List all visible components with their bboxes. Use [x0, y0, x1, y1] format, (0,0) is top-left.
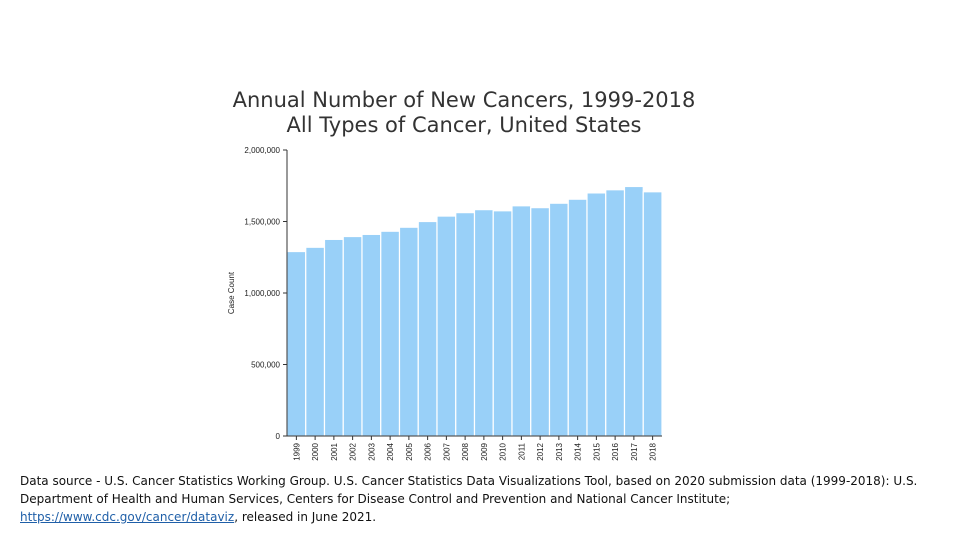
- bar-2004: [380, 230, 401, 437]
- x-tick-label: 2008: [461, 442, 470, 460]
- bar-2010: [492, 210, 513, 437]
- bar-chart: 0 500,000 1,000,000 1,500,000 2,000,000 1999…: [227, 146, 663, 461]
- chart-title: Annual Number of New Cancers, 1999-2018: [232, 88, 696, 112]
- x-tick-label: 2014: [574, 442, 583, 460]
- bar-2015: [586, 192, 607, 437]
- x-tick-label: 2000: [311, 442, 320, 460]
- x-tick-label: 2013: [555, 442, 564, 460]
- x-tick-label: 2016: [611, 442, 620, 460]
- bar-2007: [436, 215, 457, 437]
- x-tick-label: 2002: [349, 442, 358, 460]
- x-tick-label: 2010: [499, 442, 508, 460]
- x-tick-label: 2015: [592, 442, 601, 460]
- bar-2000: [305, 246, 326, 437]
- y-axis: 0 500,000 1,000,000 1,500,000 2,000,000: [244, 146, 288, 441]
- y-axis-label: Case Count: [227, 271, 236, 314]
- bar-1999: [286, 250, 307, 437]
- bar-2002: [342, 235, 363, 437]
- bar-2012: [530, 207, 551, 437]
- x-tick-label: 2009: [480, 442, 489, 460]
- x-tick-label: 1999: [292, 442, 301, 460]
- y-tick-label: 0: [276, 432, 281, 441]
- data-source-release: , released in June 2021.: [234, 510, 377, 524]
- dataviz-link[interactable]: https://www.cdc.gov/cancer/dataviz: [20, 510, 235, 524]
- x-tick-label: 2001: [330, 442, 339, 460]
- x-axis: 1999 2000 2001 2002 2003 2004 2005 2006 2007 2008…: [287, 435, 662, 461]
- bar-2016: [605, 189, 626, 437]
- bar-2005: [398, 226, 419, 437]
- x-tick-label: 2007: [442, 442, 451, 460]
- bar-2008: [455, 212, 476, 437]
- bar-2011: [511, 205, 532, 437]
- x-tick-label: 2018: [649, 442, 658, 460]
- bar-2013: [548, 202, 569, 437]
- bar-2009: [473, 209, 494, 437]
- y-tick-label: 1,500,000: [244, 218, 280, 227]
- y-tick-label: 1,000,000: [244, 289, 280, 298]
- y-tick-label: 500,000: [251, 361, 280, 370]
- x-tick-label: 2006: [424, 442, 433, 460]
- x-tick-label: 2011: [517, 442, 526, 460]
- bar-2018: [642, 191, 663, 437]
- data-source-text: Data source - U.S. Cancer Statistics Wor…: [20, 474, 918, 506]
- bar-2014: [567, 198, 588, 437]
- bar-2017: [623, 185, 644, 437]
- chart-subtitle: All Types of Cancer, United States: [286, 113, 642, 137]
- bars-group: [286, 185, 663, 437]
- bar-2003: [361, 233, 382, 437]
- bar-2006: [417, 220, 438, 437]
- chart-title-block: Annual Number of New Cancers, 1999-2018 …: [0, 88, 928, 138]
- x-tick-label: 2012: [536, 442, 545, 460]
- data-source-note: Data source - U.S. Cancer Statistics Wor…: [20, 472, 920, 526]
- y-tick-label: 2,000,000: [244, 146, 280, 155]
- bar-2001: [323, 238, 344, 437]
- x-tick-label: 2005: [405, 442, 414, 460]
- x-tick-label: 2003: [367, 442, 376, 460]
- x-tick-label: 2017: [630, 442, 639, 460]
- x-tick-label: 2004: [386, 442, 395, 460]
